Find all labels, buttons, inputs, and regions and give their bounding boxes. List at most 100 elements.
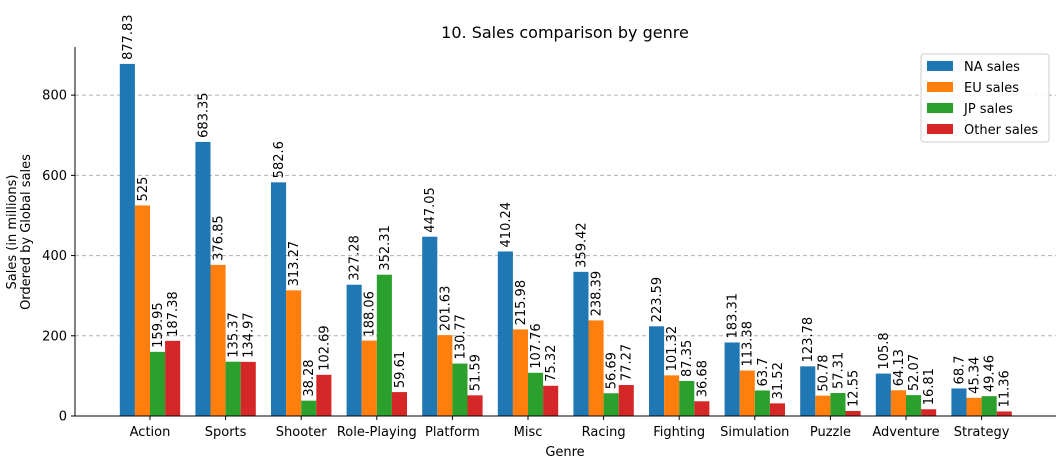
- bar: [376, 274, 392, 416]
- bar-value-label: 107.76: [529, 323, 544, 369]
- bar-value-label: 59.61: [393, 351, 408, 388]
- bar: [845, 410, 861, 416]
- bar-value-label: 130.77: [453, 314, 468, 360]
- legend-swatch: [927, 61, 953, 71]
- bar: [467, 395, 483, 416]
- bar-value-label: 51.59: [469, 354, 484, 391]
- grid-lines: [75, 94, 1056, 337]
- bar-value-label: 134.97: [242, 312, 257, 358]
- bar-value-label: 57.31: [831, 352, 846, 389]
- bar: [679, 380, 695, 416]
- bar-value-label: 63.7: [756, 357, 771, 386]
- bars: [119, 63, 1012, 416]
- x-tick-label: Racing: [582, 425, 626, 440]
- bar-value-label: 31.52: [771, 362, 786, 399]
- axes: 0 200 400 600 800 Action Sports Shooter Role-Pla…: [42, 47, 1056, 440]
- bar: [573, 271, 589, 416]
- bar-value-label: 201.63: [438, 286, 453, 332]
- bar: [452, 363, 468, 416]
- x-tick-label: Fighting: [653, 425, 705, 440]
- bar-value-label: 359.42: [574, 222, 589, 268]
- bar: [921, 409, 937, 416]
- bar-value-label: 238.39: [590, 271, 605, 317]
- legend: NA sales EU sales JP sales Other sales: [920, 53, 1050, 143]
- bar-value-label: 11.36: [998, 370, 1013, 407]
- bar-value-label: 313.27: [287, 241, 302, 287]
- bar: [240, 361, 256, 416]
- bar: [119, 63, 135, 416]
- bar-value-label: 45.34: [968, 357, 983, 394]
- x-tick-label: Shooter: [276, 425, 327, 440]
- y-axis-label: Sales (in millions) Ordered by Global sa…: [5, 154, 34, 310]
- x-tick-label: Platform: [425, 425, 480, 440]
- bar: [512, 329, 528, 416]
- bar-value-label: 102.69: [317, 325, 332, 371]
- y-tick-label: 400: [42, 249, 67, 264]
- bar: [286, 290, 302, 416]
- bar-value-label: 683.35: [196, 92, 211, 138]
- bar-value-label: 101.32: [665, 326, 680, 372]
- bar-value-label: 327.28: [348, 235, 363, 281]
- bar: [361, 340, 377, 416]
- bar: [497, 251, 513, 416]
- legend-swatch: [927, 82, 953, 92]
- bar: [724, 342, 740, 416]
- y-axis-label-line-1: Sales (in millions): [5, 175, 20, 290]
- bar-value-label: 447.05: [423, 187, 438, 233]
- bar: [664, 375, 680, 416]
- bar: [815, 395, 831, 416]
- bar-value-label: 188.06: [363, 291, 378, 337]
- x-tick-label: Adventure: [872, 425, 939, 440]
- bar: [195, 141, 211, 416]
- legend-label: EU sales: [964, 81, 1019, 96]
- bar: [906, 395, 922, 416]
- bar: [422, 236, 438, 416]
- bar-value-label: 49.46: [983, 355, 998, 392]
- y-axis-label-line-2: Ordered by Global sales: [19, 154, 34, 310]
- bar: [316, 374, 332, 416]
- bar-value-label: 123.78: [801, 317, 816, 363]
- bar: [618, 385, 634, 416]
- bar: [951, 388, 967, 416]
- bar: [754, 390, 770, 416]
- bar: [649, 326, 665, 416]
- bar-value-label: 183.31: [726, 293, 741, 339]
- bar-value-label: 56.69: [605, 352, 620, 389]
- bar: [391, 392, 407, 416]
- bar: [966, 397, 982, 416]
- bar: [301, 400, 317, 416]
- bar: [981, 396, 997, 416]
- x-axis-label: Genre: [545, 445, 584, 460]
- bar-value-label: 135.37: [227, 312, 242, 358]
- bar-value-label: 187.38: [166, 291, 181, 337]
- y-tick-label: 800: [42, 89, 67, 104]
- bar-value-label: 352.31: [378, 225, 393, 271]
- bar-value-label: 87.35: [680, 340, 695, 377]
- legend-box: [920, 53, 1050, 143]
- bar-value-label: 50.78: [816, 354, 831, 391]
- bar: [588, 320, 604, 416]
- bar: [271, 182, 287, 416]
- bar-value-label: 159.95: [151, 302, 166, 348]
- bar-value-label: 77.27: [620, 344, 635, 381]
- y-tick-label: 200: [42, 329, 67, 344]
- bar: [150, 351, 166, 416]
- bar-value-label: 376.85: [212, 215, 227, 260]
- x-tick-label: Puzzle: [810, 425, 851, 440]
- bar-value-label: 410.24: [499, 202, 514, 247]
- chart-title: 10. Sales comparison by genre: [441, 23, 689, 42]
- legend-swatch: [927, 124, 953, 134]
- legend-label: NA sales: [964, 60, 1020, 75]
- legend-swatch: [927, 103, 953, 113]
- bar: [694, 401, 710, 416]
- legend-label: Other sales: [964, 123, 1038, 138]
- bar: [210, 264, 226, 416]
- bar: [346, 284, 362, 416]
- x-tick-label: Sports: [205, 425, 247, 440]
- x-tick-label: Misc: [514, 425, 543, 440]
- y-tick-label: 600: [42, 169, 67, 184]
- bar-value-label: 113.38: [741, 321, 756, 367]
- bar-value-label: 64.13: [892, 349, 907, 386]
